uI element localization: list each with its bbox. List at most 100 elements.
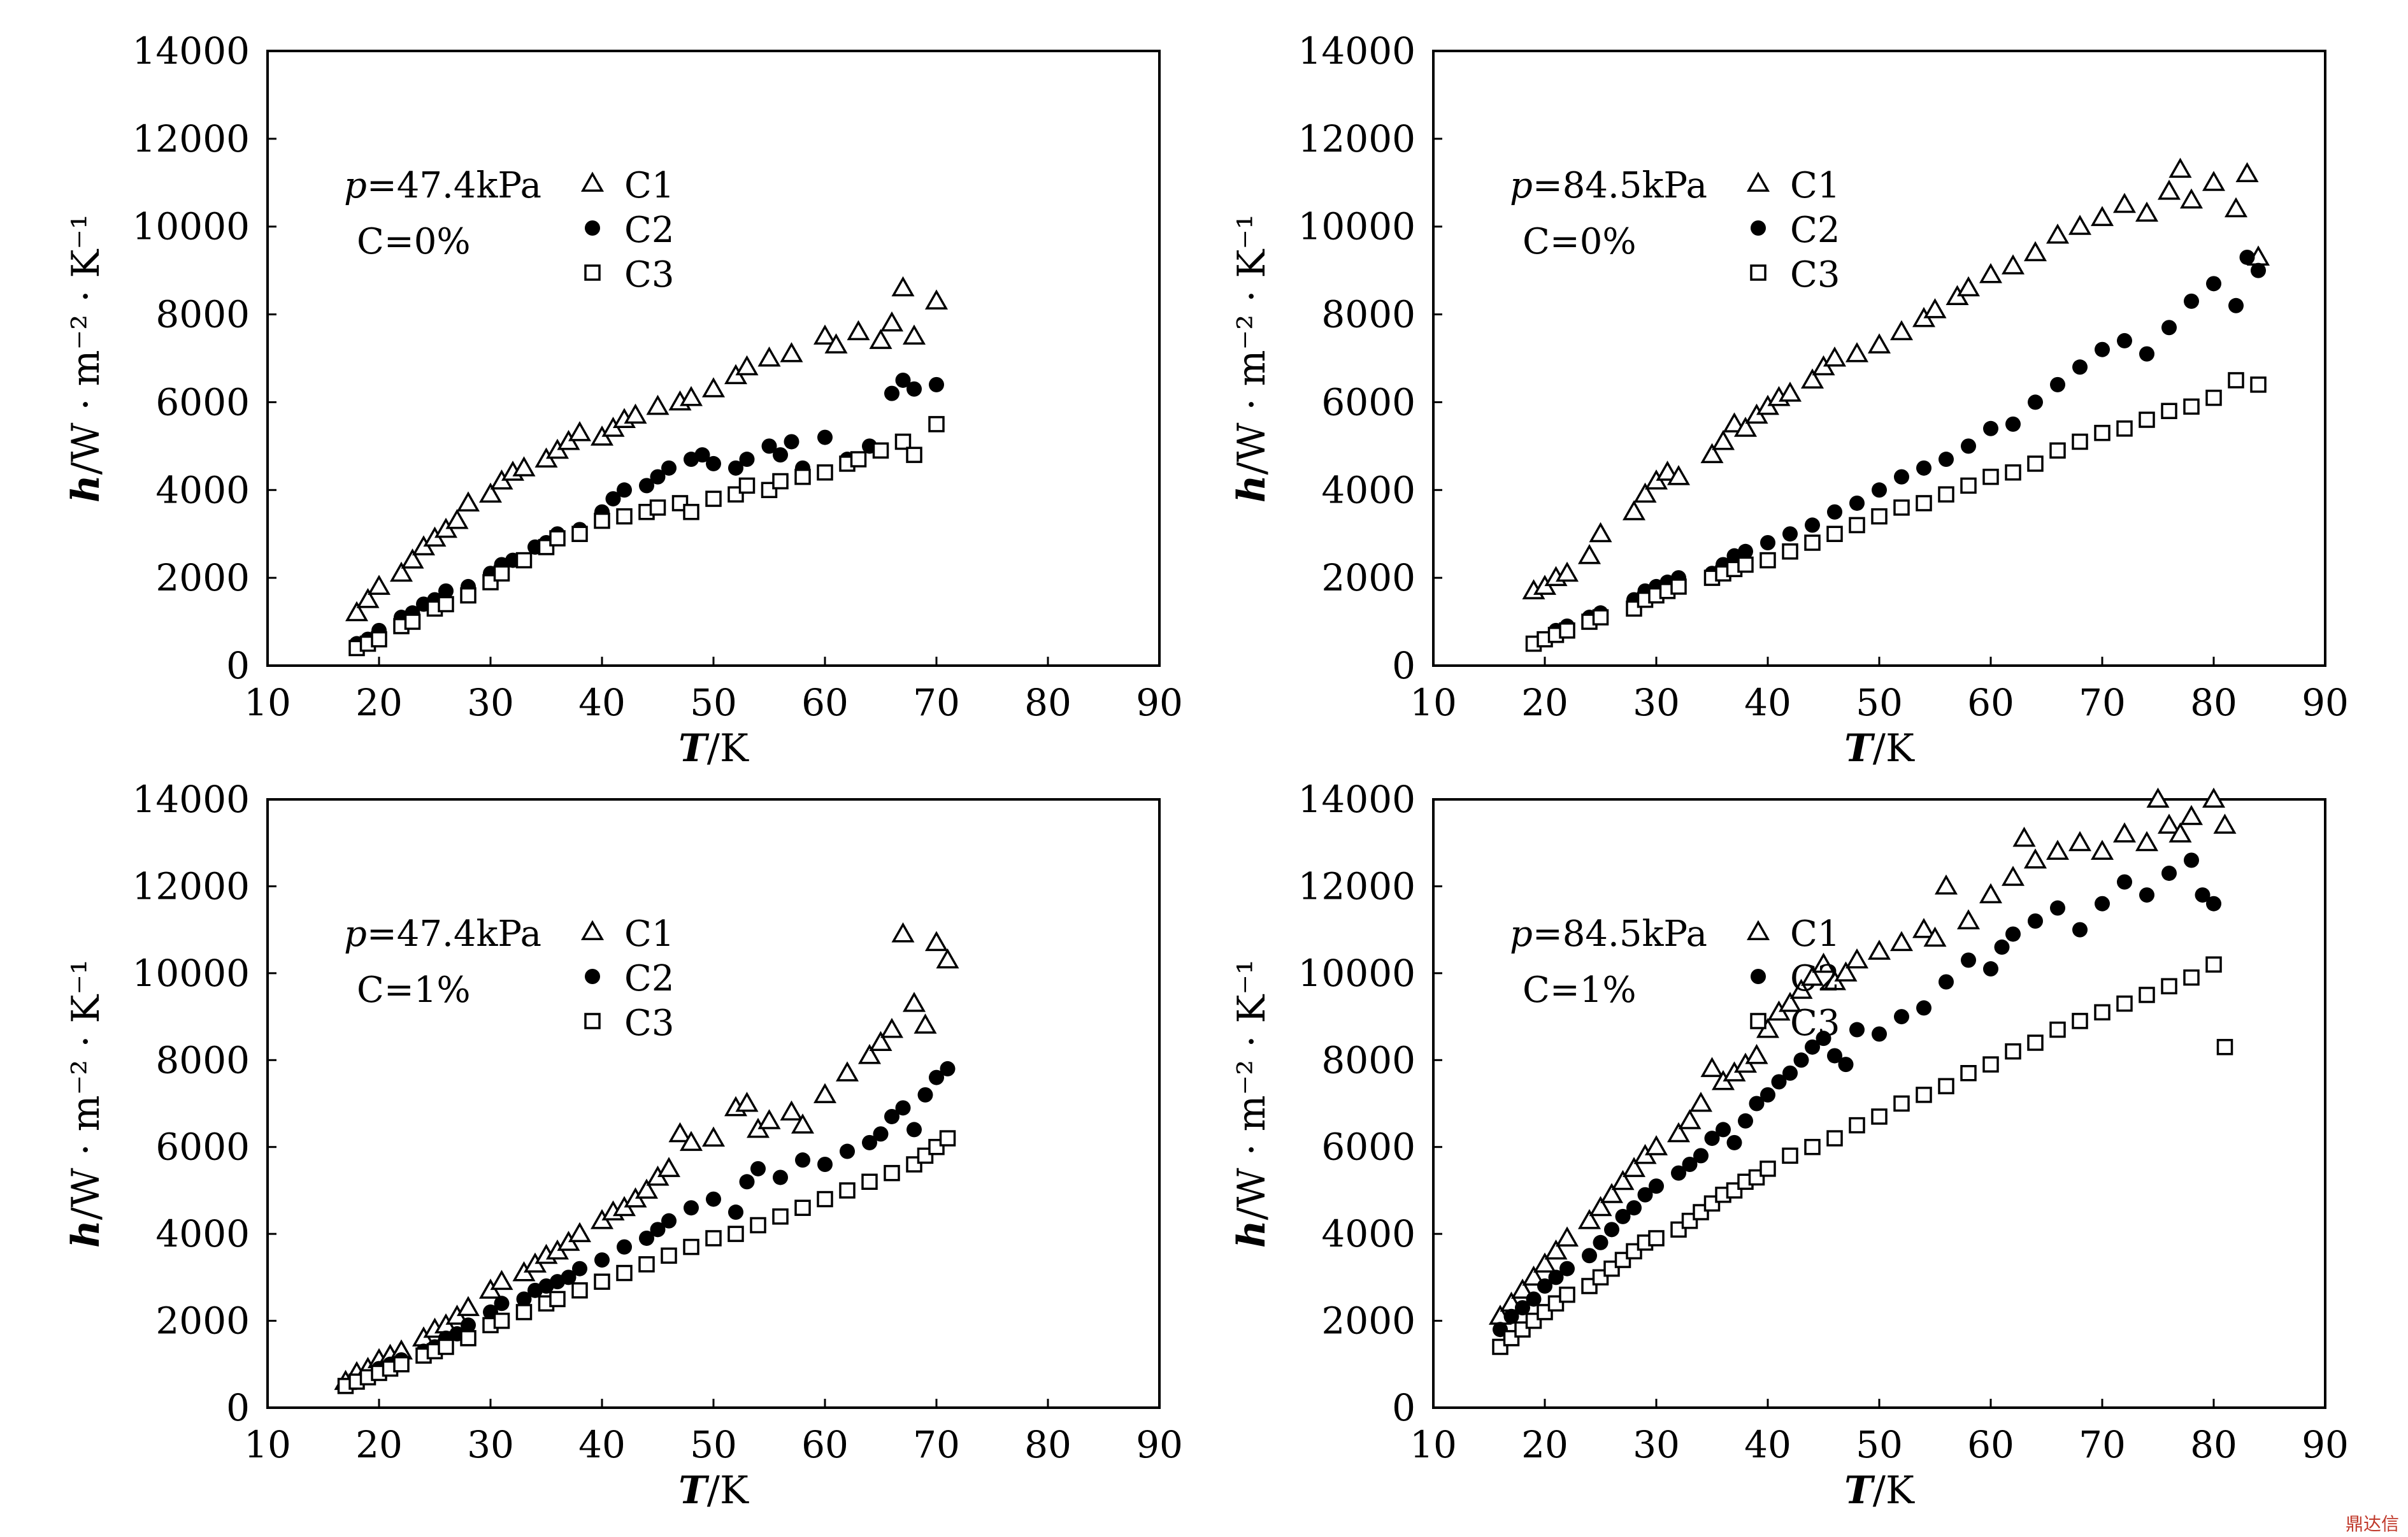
data-point-C2 — [884, 1108, 899, 1124]
data-point-C1 — [914, 1013, 937, 1034]
data-point-C1 — [1678, 1109, 1702, 1129]
data-point-C1 — [1666, 1122, 1691, 1143]
data-point-C1 — [1555, 561, 1579, 582]
data-point-C2 — [2139, 887, 2154, 903]
data-point-C2 — [784, 434, 799, 450]
x-tick-label: 90 — [1136, 1423, 1183, 1466]
data-point-C1 — [345, 601, 369, 622]
x-tick-label: 90 — [1136, 681, 1183, 724]
x-tick-label: 70 — [913, 1423, 960, 1466]
y-tick-label: 2000 — [155, 556, 250, 599]
data-point-C1 — [1622, 1157, 1646, 1177]
data-point-C2 — [907, 381, 922, 397]
data-point-C2 — [1816, 1031, 1831, 1047]
data-point-C2 — [1983, 961, 1998, 977]
chart-panel-2: 10 20 30 40 50 60 70 80 90 0 2000 4000 6000 8000 10000… — [1229, 29, 2349, 771]
x-tick-label: 70 — [2079, 1423, 2126, 1466]
data-point-C2 — [650, 1222, 666, 1238]
chart-panel-4: 10 20 30 40 50 60 70 80 90 0 2000 4000 6000 8000 10000… — [1229, 778, 2349, 1513]
plot-frame — [266, 798, 1161, 1409]
data-point-C2 — [1515, 1300, 1530, 1316]
data-point-C2 — [917, 1087, 933, 1103]
data-point-C2 — [2005, 926, 2021, 942]
data-point-C3 — [705, 1230, 722, 1247]
data-point-C2 — [1849, 1022, 1865, 1038]
data-point-C1 — [735, 355, 759, 376]
x-tick-label: 10 — [244, 1423, 291, 1466]
data-point-C1 — [936, 948, 959, 969]
legend-marker-C1 — [580, 920, 605, 940]
watermark-logo: 鼎达信 — [2345, 1513, 2399, 1534]
data-point-C1 — [2090, 840, 2114, 860]
concentration-annotation: C=0% — [357, 221, 471, 262]
x-tick-label: 20 — [355, 1423, 403, 1466]
data-point-C2 — [1827, 1048, 1842, 1064]
legend-marker-C1 — [1746, 920, 1770, 940]
data-point-C2 — [1939, 452, 1954, 468]
data-point-C2 — [2139, 346, 2154, 362]
data-point-C3 — [2116, 420, 2133, 437]
data-point-C3 — [404, 613, 421, 630]
data-point-C2 — [1559, 1261, 1575, 1276]
data-point-C1 — [2001, 254, 2025, 275]
data-point-C1 — [1700, 443, 1724, 464]
x-axis-label: T/K — [1844, 1468, 1915, 1513]
data-point-C3 — [515, 552, 533, 569]
data-point-C3 — [594, 1273, 610, 1290]
legend-marker-C3 — [584, 1013, 601, 1029]
data-point-C2 — [1738, 543, 1753, 559]
y-tick-label: 10000 — [132, 205, 250, 248]
legend-label-C1: C1 — [624, 913, 674, 955]
data-point-C2 — [684, 1200, 699, 1216]
data-point-C1 — [902, 324, 926, 345]
data-point-C1 — [1510, 1278, 1535, 1299]
series-C3 — [337, 1130, 956, 1394]
data-point-C1 — [657, 1157, 681, 1177]
data-point-C2 — [873, 1126, 889, 1142]
legend-marker-C2 — [585, 220, 600, 236]
data-point-C1 — [1812, 952, 1835, 973]
data-point-C1 — [367, 575, 391, 595]
data-point-C3 — [438, 1338, 454, 1355]
data-point-C3 — [1938, 486, 1954, 503]
data-point-C1 — [1589, 1196, 1612, 1217]
data-point-C3 — [549, 1290, 566, 1308]
x-tick-label: 40 — [578, 681, 626, 724]
data-point-C3 — [371, 631, 387, 648]
data-point-C2 — [2050, 900, 2065, 916]
y-tick-label: 6000 — [155, 1126, 250, 1169]
data-point-C1 — [1867, 333, 1891, 354]
data-point-C3 — [649, 499, 666, 516]
data-point-C1 — [1912, 918, 1936, 938]
data-point-C1 — [1979, 883, 2003, 904]
data-point-C1 — [1956, 276, 1981, 297]
data-point-C2 — [2184, 852, 2199, 868]
legend-marker-C3 — [584, 264, 601, 281]
data-point-C2 — [1704, 1131, 1720, 1147]
data-point-C2 — [1939, 974, 1954, 990]
data-point-C2 — [1916, 1000, 1931, 1016]
data-point-C2 — [1649, 1178, 1664, 1194]
data-point-C2 — [761, 438, 777, 454]
data-point-C3 — [493, 565, 510, 582]
data-point-C3 — [616, 508, 633, 525]
x-tick-label: 10 — [1410, 1423, 1457, 1466]
legend-label-C2: C2 — [1790, 958, 1840, 999]
data-point-C3 — [594, 512, 610, 529]
data-point-C1 — [679, 386, 703, 406]
data-point-C1 — [2023, 848, 2047, 869]
data-point-C3 — [794, 1199, 811, 1216]
data-point-C1 — [356, 588, 380, 608]
data-point-C3 — [872, 442, 889, 459]
data-point-C1 — [2135, 831, 2159, 852]
data-point-C1 — [2090, 206, 2114, 226]
x-tick-label: 60 — [1967, 1423, 2014, 1466]
y-tick-label: 14000 — [1298, 29, 1415, 73]
data-point-C3 — [571, 1282, 588, 1299]
data-point-C3 — [1893, 499, 1910, 516]
data-point-C2 — [1872, 1026, 1887, 1042]
x-tick-label: 10 — [1410, 681, 1457, 724]
data-point-C2 — [1582, 1248, 1597, 1264]
data-point-C2 — [1961, 952, 1976, 968]
data-point-C2 — [639, 1230, 654, 1246]
